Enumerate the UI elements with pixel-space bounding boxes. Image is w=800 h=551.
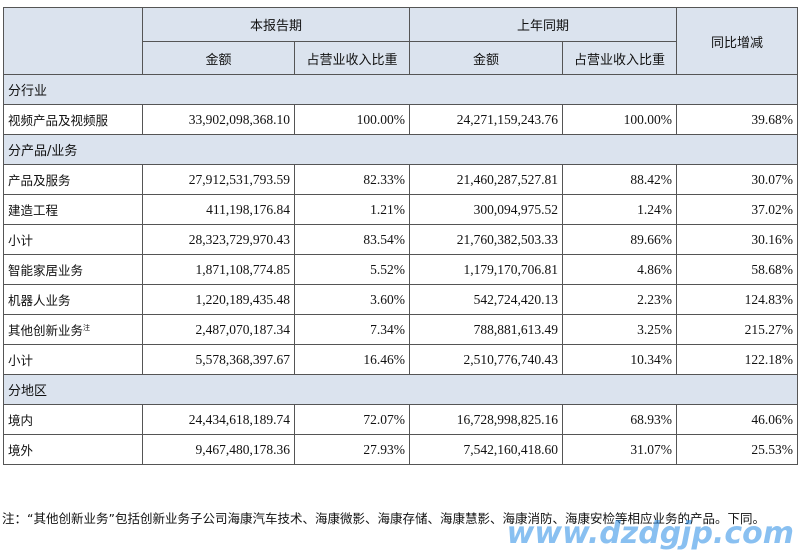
current-amount-cell: 5,578,368,397.67 <box>142 344 295 375</box>
header-current-amount: 金额 <box>142 41 295 75</box>
current-share-cell: 72.07% <box>293 404 411 435</box>
current-amount-cell: 1,220,189,435.48 <box>142 284 295 315</box>
row-label-cell: 机器人业务 <box>3 284 143 315</box>
current-amount-cell: 2,487,070,187.34 <box>142 314 295 345</box>
table-row: 视频产品及视频服 33,902,098,368.10 100.00% 24,271,1… <box>3 104 799 135</box>
section-title: 分行业 <box>2 74 799 105</box>
row-label-cell: 境内 <box>3 404 143 435</box>
prior-share-cell: 2.23% <box>562 284 678 315</box>
row-label: 智能家居业务 <box>8 263 84 278</box>
yoy-change-cell: 37.02% <box>676 194 799 225</box>
row-label: 境内 <box>8 413 34 428</box>
prior-amount-cell: 7,542,160,418.60 <box>409 434 564 465</box>
row-label: 建造工程 <box>8 203 59 218</box>
row-label: 视频产品及视频服 <box>8 113 109 128</box>
header-prior-amount: 金额 <box>409 41 564 75</box>
yoy-change-cell: 30.07% <box>676 164 799 195</box>
current-share-cell: 83.54% <box>293 224 411 255</box>
prior-amount-cell: 21,460,287,527.81 <box>409 164 564 195</box>
yoy-change-cell: 215.27% <box>676 314 799 345</box>
yoy-change-cell: 46.06% <box>676 404 799 435</box>
header-current-period: 本报告期 <box>141 7 411 42</box>
current-amount-cell: 411,198,176.84 <box>142 194 295 225</box>
prior-share-cell: 31.07% <box>562 434 678 465</box>
row-label: 小计 <box>8 353 34 368</box>
table-row: 小计 28,323,729,970.43 83.54% 21,760,382,503.… <box>3 224 799 255</box>
row-label-cell: 其他创新业务注 <box>3 314 143 345</box>
table-body: 分行业 视频产品及视频服 33,902,098,368.10 100.00% 24,27… <box>2 74 799 465</box>
prior-share-cell: 88.42% <box>562 164 678 195</box>
row-label-cell: 智能家居业务 <box>3 254 143 285</box>
prior-amount-cell: 1,179,170,706.81 <box>409 254 564 285</box>
current-amount-cell: 28,323,729,970.43 <box>142 224 295 255</box>
prior-share-cell: 68.93% <box>562 404 678 435</box>
section-row: 分地区 <box>2 374 799 405</box>
prior-amount-cell: 21,760,382,503.33 <box>409 224 564 255</box>
prior-share-cell: 3.25% <box>562 314 678 345</box>
table-row: 建造工程 411,198,176.84 1.21% 300,094,975.52 1.2… <box>3 194 799 225</box>
current-amount-cell: 33,902,098,368.10 <box>142 104 295 135</box>
current-amount-cell: 1,871,108,774.85 <box>142 254 295 285</box>
current-share-cell: 82.33% <box>293 164 411 195</box>
current-share-cell: 1.21% <box>293 194 411 225</box>
prior-amount-cell: 24,271,159,243.76 <box>409 104 564 135</box>
row-label-cell: 小计 <box>3 224 143 255</box>
revenue-breakdown-table: 本报告期 上年同期 同比增减 金额 占营业收入比重 金额 占营业收入比重 分行业… <box>2 7 799 465</box>
table-row: 境内 24,434,618,189.74 72.07% 16,728,998,825.… <box>3 404 799 435</box>
table-row: 小计 5,578,368,397.67 16.46% 2,510,776,740.43… <box>3 344 799 375</box>
table-row: 机器人业务 1,220,189,435.48 3.60% 542,724,420.13… <box>3 284 799 315</box>
current-amount-cell: 9,467,480,178.36 <box>142 434 295 465</box>
table-row: 境外 9,467,480,178.36 27.93% 7,542,160,418.60… <box>3 434 799 465</box>
prior-amount-cell: 2,510,776,740.43 <box>409 344 564 375</box>
yoy-change-cell: 39.68% <box>676 104 799 135</box>
current-share-cell: 16.46% <box>293 344 411 375</box>
prior-share-cell: 4.86% <box>562 254 678 285</box>
footnote: 注：“其他创新业务”包括创新业务子公司海康汽车技术、海康微影、海康存储、海康慧影… <box>2 511 765 526</box>
prior-share-cell: 1.24% <box>562 194 678 225</box>
current-share-cell: 3.60% <box>293 284 411 315</box>
prior-amount-cell: 788,881,613.49 <box>409 314 564 345</box>
section-title: 分产品/业务 <box>2 134 799 165</box>
row-label-cell: 境外 <box>3 434 143 465</box>
table-row: 智能家居业务 1,871,108,774.85 5.52% 1,179,170,706… <box>3 254 799 285</box>
yoy-change-cell: 30.16% <box>676 224 799 255</box>
header-prior-share: 占营业收入比重 <box>562 41 678 75</box>
current-amount-cell: 24,434,618,189.74 <box>142 404 295 435</box>
current-share-cell: 5.52% <box>293 254 411 285</box>
row-label: 境外 <box>8 443 34 458</box>
row-label: 机器人业务 <box>8 293 71 308</box>
header-current-share: 占营业收入比重 <box>293 41 411 75</box>
table-row: 其他创新业务注 2,487,070,187.34 7.34% 788,881,613.… <box>3 314 799 345</box>
row-label: 小计 <box>8 233 34 248</box>
header-blank-cell <box>3 7 143 75</box>
current-share-cell: 100.00% <box>293 104 411 135</box>
table-row: 产品及服务 27,912,531,793.59 82.33% 21,460,287,5… <box>3 164 799 195</box>
prior-share-cell: 89.66% <box>562 224 678 255</box>
yoy-change-cell: 58.68% <box>676 254 799 285</box>
section-row: 分产品/业务 <box>2 134 799 165</box>
row-label-cell: 建造工程 <box>3 194 143 225</box>
yoy-change-cell: 122.18% <box>676 344 799 375</box>
current-amount-cell: 27,912,531,793.59 <box>142 164 295 195</box>
yoy-change-cell: 25.53% <box>676 434 799 465</box>
current-share-cell: 7.34% <box>293 314 411 345</box>
header-yoy-change: 同比增减 <box>676 7 799 75</box>
prior-amount-cell: 300,094,975.52 <box>409 194 564 225</box>
prior-share-cell: 100.00% <box>562 104 678 135</box>
row-label-cell: 小计 <box>3 344 143 375</box>
footnote-marker: 注 <box>83 323 91 332</box>
row-label-cell: 视频产品及视频服 <box>3 104 143 135</box>
row-label: 产品及服务 <box>8 173 71 188</box>
prior-amount-cell: 16,728,998,825.16 <box>409 404 564 435</box>
row-label-cell: 产品及服务 <box>3 164 143 195</box>
section-title: 分地区 <box>2 374 799 405</box>
current-share-cell: 27.93% <box>293 434 411 465</box>
header-prior-period: 上年同期 <box>409 7 678 42</box>
row-label: 其他创新业务 <box>8 323 84 338</box>
yoy-change-cell: 124.83% <box>676 284 799 315</box>
section-row: 分行业 <box>2 74 799 105</box>
prior-share-cell: 10.34% <box>562 344 678 375</box>
prior-amount-cell: 542,724,420.13 <box>409 284 564 315</box>
